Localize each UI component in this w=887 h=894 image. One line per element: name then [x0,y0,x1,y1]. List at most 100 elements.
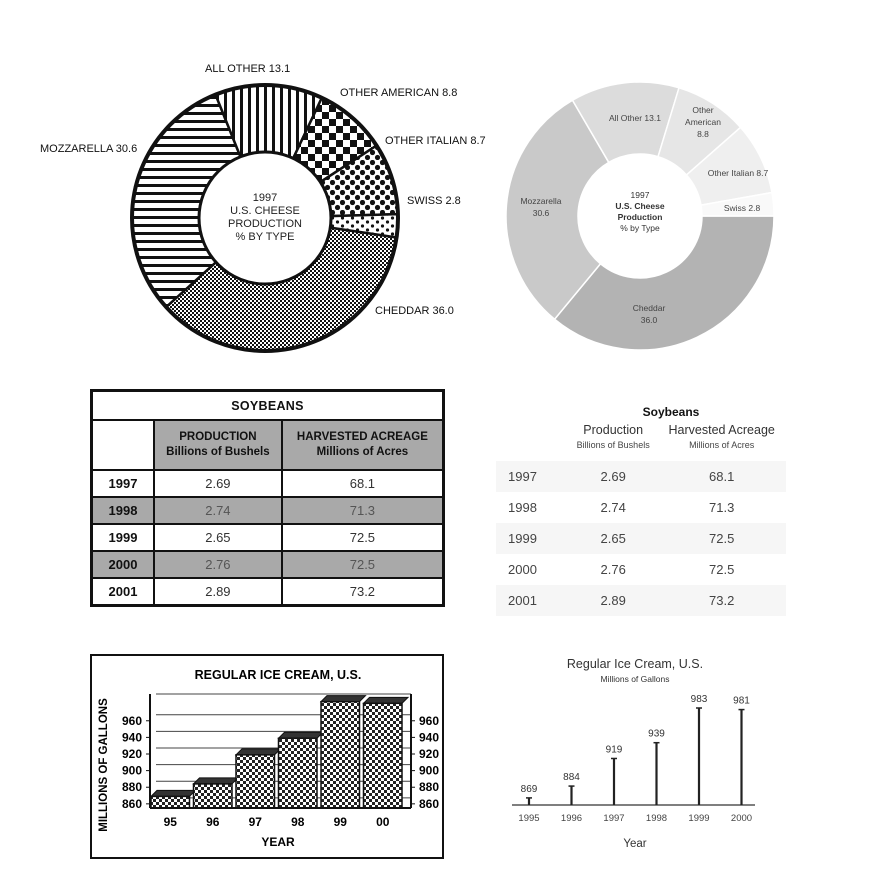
center-label-line: PRODUCTION [228,218,302,230]
table-row: 1999 2.65 72.5 [496,523,786,554]
row-year: 1998 [90,496,155,525]
y-axis-label: MILLIONS OF GALLONS [98,698,110,832]
chart-subtitle: Millions of Gallons [601,674,670,684]
row-production: 2.74 [569,492,658,523]
bar-top [192,777,240,785]
x-tick-label: 96 [206,815,220,829]
bar-top [362,696,410,704]
data-label: 981 [733,696,750,707]
y-tick-label-left: 880 [122,780,142,794]
x-tick-label: 2000 [731,813,752,824]
column-header-acreage: Harvested Acreage Millions of Acres [657,423,786,453]
x-tick-label: 1998 [646,813,667,824]
row-year: 2000 [90,550,155,579]
y-tick-label-right: 880 [419,780,439,794]
center-label-line: 1997 [631,190,650,200]
donut-hole [197,150,333,286]
donut-outer-ring [130,83,400,353]
row-acreage: 71.3 [280,496,445,525]
column-header-unit: Millions of Acres [316,446,409,458]
table-row: 2001 2.89 73.2 [496,585,786,616]
soybeans-table-light-grid: Production Billions of Bushels Harvested… [496,423,786,616]
x-tick-label: 00 [376,815,390,829]
row-acreage: 73.2 [657,585,786,616]
row-acreage: 72.5 [280,550,445,579]
soybeans-table-boxed-grid: SOYBEANS PRODUCTION Billions of Bushels … [90,389,445,607]
chart-frame [90,654,444,859]
slice-label-cheddar: Cheddar [633,303,666,313]
data-label: 869 [521,784,538,795]
lines-marks: 869 1995 884 1996 919 1997 939 1998 983 1999 981 20… [512,694,755,824]
x-tick-label: 99 [334,815,348,829]
y-tick-label-right: 920 [419,747,439,761]
data-label: 919 [606,744,623,755]
x-tick-label: 1997 [603,813,624,824]
data-label: 939 [648,729,665,740]
y-tick-label-right: 900 [419,764,439,778]
chart-title: Regular Ice Cream, U.S. [567,657,703,671]
center-label-line: % by Type [620,223,660,233]
column-header-unit: Billions of Bushels [166,446,270,458]
slice-label-cheddar: 36.0 [641,315,658,325]
row-acreage: 72.5 [657,554,786,585]
table-row: 1998 2.74 71.3 [496,492,786,523]
column-header-unit: Billions of Bushels [576,440,650,450]
x-axis-label: Year [623,838,646,850]
bar-top [277,731,325,739]
table-row: 2000 2.76 72.5 [90,550,445,579]
row-acreage: 72.5 [657,523,786,554]
cheese-donut-patterned: CHEDDAR 36.0 MOZZARELLA 30.6 ALL OTHER 13.… [0,0,490,370]
row-acreage: 68.1 [280,469,445,498]
bar [150,795,191,809]
x-tick-label: 1995 [518,813,539,824]
center-label-line: 1997 [253,192,277,204]
slice-label-mozzarella: Mozzarella [520,196,561,206]
table-corner-cell [90,419,155,471]
row-year: 2000 [496,554,569,585]
ice-cream-bar-chart: REGULAR ICE CREAM, U.S. MILLIONS OF GALL… [0,640,470,880]
slice-label-all-other: ALL OTHER 13.1 [205,63,290,75]
x-tick-label: 1996 [561,813,582,824]
bar [192,783,233,809]
column-header-label: Production [583,423,644,437]
chart-title: REGULAR ICE CREAM, U.S. [195,668,362,682]
y-tick-label-right: 860 [419,797,439,811]
x-tick-label: 98 [291,815,305,829]
donut1-labels: CHEDDAR 36.0 MOZZARELLA 30.6 ALL OTHER 13.… [40,63,486,317]
row-production: 2.89 [153,577,283,607]
soybeans-table-light: Soybeans Production Billions of Bushels … [496,405,786,616]
column-header-unit: Millions of Acres [689,440,755,450]
donut2-slices [505,81,775,351]
bar-top [319,695,367,703]
cheese-donut-gray: Cheddar 36.0 Mozzarella 30.6 All Other 13.1 O… [490,0,887,370]
y-tick-label-left: 900 [122,764,142,778]
donut1-slices [130,83,400,353]
table-row: 2001 2.89 73.2 [90,577,445,607]
slice-label-other-italian: Other Italian 8.7 [708,168,769,178]
column-header-acreage: HARVESTED ACREAGE Millions of Acres [280,419,445,471]
column-header-label: HARVESTED ACREAGE [296,431,428,443]
slice-label-other-italian: OTHER ITALIAN 8.7 [385,135,486,147]
slice-label-other-american: OTHER AMERICAN 8.8 [340,87,457,99]
table-row: 1999 2.65 72.5 [90,523,445,552]
y-tick-label-left: 860 [122,797,142,811]
slice-label-mozzarella: 30.6 [533,208,550,218]
table-corner-cell [496,423,569,453]
slice-label-swiss: Swiss 2.8 [724,203,761,213]
bar [277,737,318,809]
row-year: 1997 [496,461,569,492]
table-row: 1998 2.74 71.3 [90,496,445,525]
data-label: 884 [563,772,580,783]
center-label-line: Production [618,212,663,222]
slice-label-mozzarella: MOZZARELLA 30.6 [40,143,137,155]
bars [149,695,410,809]
table-row: 1997 2.69 68.1 [90,469,445,498]
row-year: 2001 [90,577,155,607]
x-tick-label: 1999 [688,813,709,824]
row-production: 2.69 [569,461,658,492]
column-header-production: PRODUCTION Billions of Bushels [153,419,283,471]
column-header-label: PRODUCTION [179,431,257,443]
row-production: 2.65 [569,523,658,554]
